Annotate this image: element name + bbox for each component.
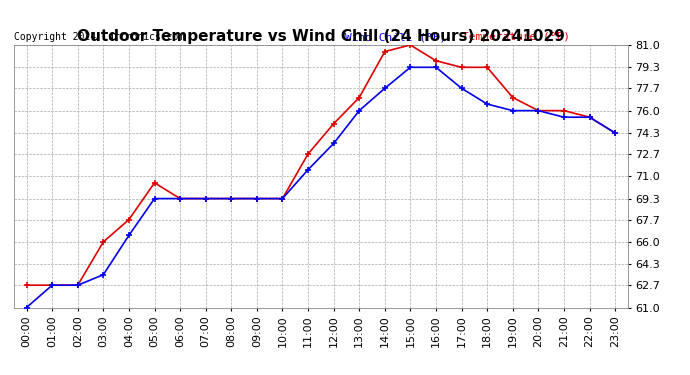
- Text: Temperature (°F): Temperature (°F): [462, 32, 570, 42]
- Title: Outdoor Temperature vs Wind Chill (24 Hours) 20241029: Outdoor Temperature vs Wind Chill (24 Ho…: [77, 29, 565, 44]
- Text: Wind Chill (°F): Wind Chill (°F): [346, 32, 446, 42]
- Text: Copyright 2024 Curtronics.com: Copyright 2024 Curtronics.com: [14, 32, 184, 42]
